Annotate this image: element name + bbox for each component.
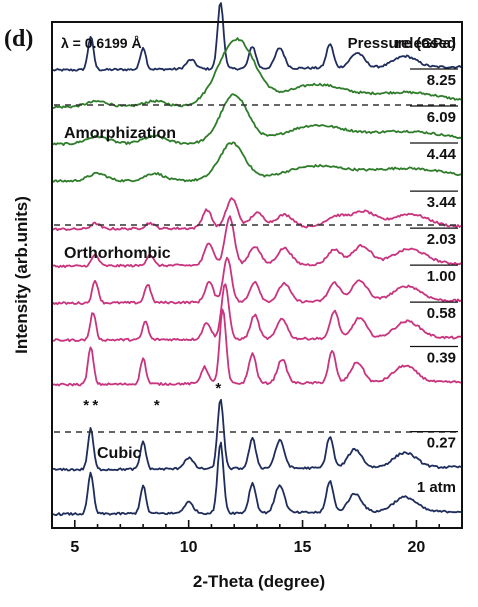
y-axis-label: Intensity (arb.units): [12, 196, 31, 354]
impurity-marker-3: *: [154, 397, 160, 414]
trace-4-44: [52, 141, 462, 183]
pressure-label-6-09: 6.09: [427, 109, 456, 126]
x-tick-label-10: 10: [180, 539, 198, 556]
x-tick-label-20: 20: [408, 539, 426, 556]
pressure-label-0-58: 0.58: [427, 305, 456, 322]
wavelength-label: λ = 0.6199 Å: [61, 35, 142, 51]
pressure-label-2-03: 2.03: [427, 231, 456, 248]
trace-1-atm: [52, 441, 462, 517]
pressure-label-released: released: [395, 35, 456, 52]
phase-label-amorphization: Amorphization: [64, 125, 176, 142]
labels-group: released 8.25 6.09 4.44 3.44 2.03 1.00 0.58 0.39…: [64, 35, 458, 496]
phase-label-orthorhombic: Orthorhombic: [64, 245, 171, 262]
x-axis: 5 10 15 20: [51, 520, 463, 556]
pressure-label-1-00: 1.00: [427, 268, 456, 285]
x-tick-label-15: 15: [294, 539, 312, 556]
pressure-label-3-44: 3.44: [427, 194, 457, 211]
trace-2-03: [52, 215, 462, 269]
pressure-label-8-25: 8.25: [427, 72, 456, 89]
trace-released: [52, 2, 462, 72]
trace-6-09: [52, 93, 462, 146]
separators-group: [54, 104, 460, 433]
trace-3-44: [52, 197, 462, 232]
trace-0-39: [52, 308, 462, 387]
impurity-marker-4: *: [215, 380, 221, 397]
trace-1-00: [52, 256, 462, 306]
plot-area: released 8.25 6.09 4.44 3.44 2.03 1.00 0.58 0.39…: [51, 2, 463, 529]
pressure-label-0-39: 0.39: [427, 350, 456, 367]
impurity-marker-2: *: [92, 397, 98, 414]
x-axis-label: 2-Theta (degree): [193, 572, 325, 591]
pressure-label-4-44: 4.44: [427, 146, 457, 163]
phase-label-cubic: Cubic: [97, 445, 142, 462]
pressure-label-0-27: 0.27: [427, 435, 456, 452]
pressure-label-1-atm: 1 atm: [417, 479, 456, 496]
panel-label: (d): [4, 26, 33, 52]
legend-title: Pressure (GPa): [348, 35, 456, 52]
impurity-marker-1: *: [83, 397, 89, 414]
trace-0-58: [52, 283, 462, 343]
trace-0-27: [53, 398, 462, 472]
x-tick-label-5: 5: [70, 539, 79, 556]
